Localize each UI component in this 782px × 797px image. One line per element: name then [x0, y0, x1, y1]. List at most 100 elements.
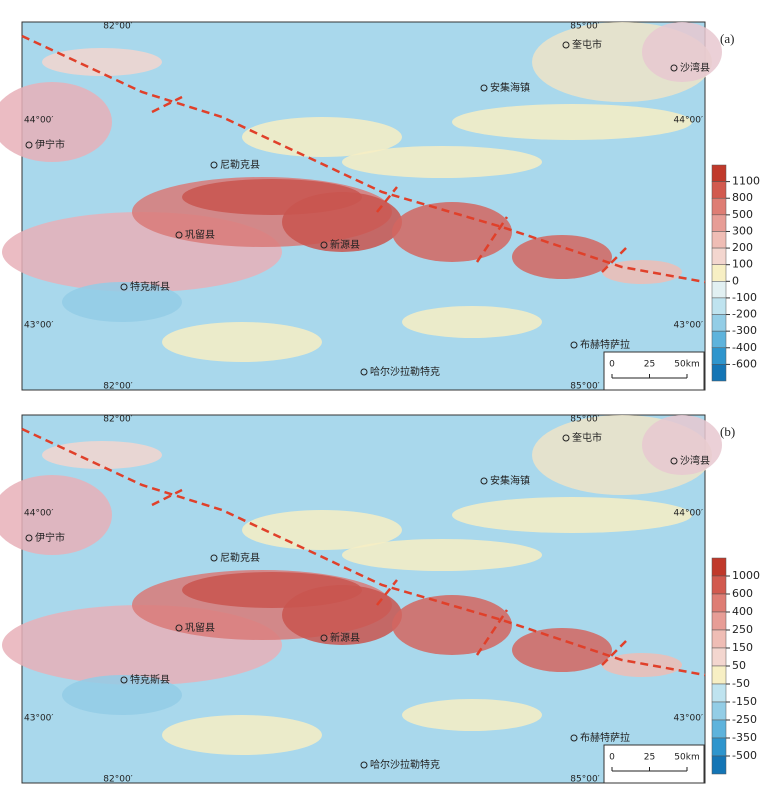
legend-swatch: [711, 281, 727, 299]
scale-box: [603, 744, 705, 784]
legend-swatch: [711, 181, 727, 199]
scale-box: [603, 351, 705, 391]
longitude-label: 85°00′: [570, 775, 599, 785]
place-label: 安集海镇: [490, 81, 530, 94]
contour-region: [62, 675, 182, 715]
place-label: 新源县: [330, 238, 360, 251]
legend-label: 800: [732, 191, 753, 204]
legend-swatch: [711, 665, 727, 685]
latitude-label: 44°00′: [674, 116, 703, 126]
contour-region: [402, 699, 542, 731]
place-marker: [480, 84, 488, 92]
place-marker: [570, 341, 578, 349]
legend-swatch: [711, 719, 727, 739]
place-label: 沙湾县: [680, 61, 710, 74]
legend-swatch: [711, 364, 727, 382]
place-label: 伊宁市: [35, 531, 65, 544]
map-panel: (b) 82°00′ 82°00′ 85°00′ 85°00′ 44°00′ 44°00′ 4…: [0, 414, 760, 785]
contour-region: [642, 415, 722, 475]
latitude-label: 44°00′: [24, 509, 53, 519]
map-panel: (a) 82°00′ 82°00′ 85°00′ 85°00′ 44°00′ 44°00′ 4…: [0, 21, 760, 392]
fault-line: [21, 427, 706, 677]
contour-region: [342, 146, 542, 178]
latitude-label: 43°00′: [674, 714, 703, 724]
place-label: 巩留县: [185, 228, 215, 241]
legend-label: -150: [732, 695, 757, 708]
legend-swatch: [711, 164, 727, 182]
longitude-label: 82°00′: [103, 22, 132, 32]
place-label: 哈尔沙拉勒特克: [370, 758, 440, 771]
contour-region: [242, 117, 402, 157]
place-marker: [210, 161, 218, 169]
legend-label: 150: [732, 641, 753, 654]
scale-label: 50km: [674, 753, 699, 763]
place-marker: [175, 231, 183, 239]
place-label: 尼勒克县: [220, 158, 260, 171]
legend-swatch: [711, 629, 727, 649]
place-label: 尼勒克县: [220, 551, 260, 564]
legend-swatch: [711, 557, 727, 577]
place-label: 安集海镇: [490, 474, 530, 487]
legend-swatch: [711, 647, 727, 667]
legend-label: 1000: [732, 569, 760, 582]
contour-region: [42, 48, 162, 76]
legend-swatch: [711, 264, 727, 282]
contour-region: [162, 715, 322, 755]
place-label: 伊宁市: [35, 138, 65, 151]
latitude-label: 43°00′: [674, 321, 703, 331]
legend-label: 0: [732, 274, 739, 287]
latitude-label: 44°00′: [674, 509, 703, 519]
legend-swatch: [711, 347, 727, 365]
contour-region: [182, 179, 362, 215]
legend-swatch: [711, 314, 727, 332]
scale-label: 50km: [674, 360, 699, 370]
place-label: 哈尔沙拉勒特克: [370, 365, 440, 378]
longitude-label: 82°00′: [103, 382, 132, 392]
contour-region: [42, 441, 162, 469]
legend-label: -400: [732, 341, 757, 354]
place-label: 布赫特萨拉: [580, 338, 630, 351]
place-marker: [175, 624, 183, 632]
fault-branch: [151, 95, 628, 273]
place-marker: [360, 761, 368, 769]
fault-line: [21, 34, 706, 284]
legend-swatch: [711, 683, 727, 703]
place-marker: [210, 554, 218, 562]
place-label: 巩留县: [185, 621, 215, 634]
legend-label: -50: [732, 677, 750, 690]
contour-region: [512, 628, 612, 672]
longitude-label: 82°00′: [103, 415, 132, 425]
legend-label: 600: [732, 587, 753, 600]
legend-swatch: [711, 214, 727, 232]
legend-swatch: [711, 755, 727, 775]
contour-region: [452, 104, 692, 140]
latitude-label: 44°00′: [24, 116, 53, 126]
legend-swatch: [711, 330, 727, 349]
place-label: 特克斯县: [130, 673, 170, 686]
legend-label: 300: [732, 224, 753, 237]
legend-swatch: [711, 197, 727, 216]
contour-region: [182, 572, 362, 608]
panel-label: (b): [720, 424, 735, 439]
place-marker: [120, 676, 128, 684]
legend-label: -100: [732, 291, 757, 304]
contour-region: [162, 322, 322, 362]
legend-label: -300: [732, 324, 757, 337]
scale-label: 25: [644, 753, 655, 763]
place-label: 奎屯市: [572, 431, 602, 444]
contour-region: [512, 235, 612, 279]
legend-swatch: [711, 247, 727, 265]
contour-region: [62, 282, 182, 322]
scale-bar: 0 25 50km: [603, 351, 705, 391]
legend-swatch: [711, 701, 727, 721]
place-label: 奎屯市: [572, 38, 602, 51]
legend-label: 1100: [732, 175, 760, 188]
longitude-label: 85°00′: [570, 415, 599, 425]
legend-swatch: [711, 611, 727, 631]
panel-label: (a): [720, 31, 734, 46]
legend-label: 50: [732, 659, 746, 672]
contour-region: [242, 510, 402, 550]
legend-label: 400: [732, 605, 753, 618]
legend-swatch: [711, 297, 727, 315]
longitude-label: 85°00′: [570, 22, 599, 32]
